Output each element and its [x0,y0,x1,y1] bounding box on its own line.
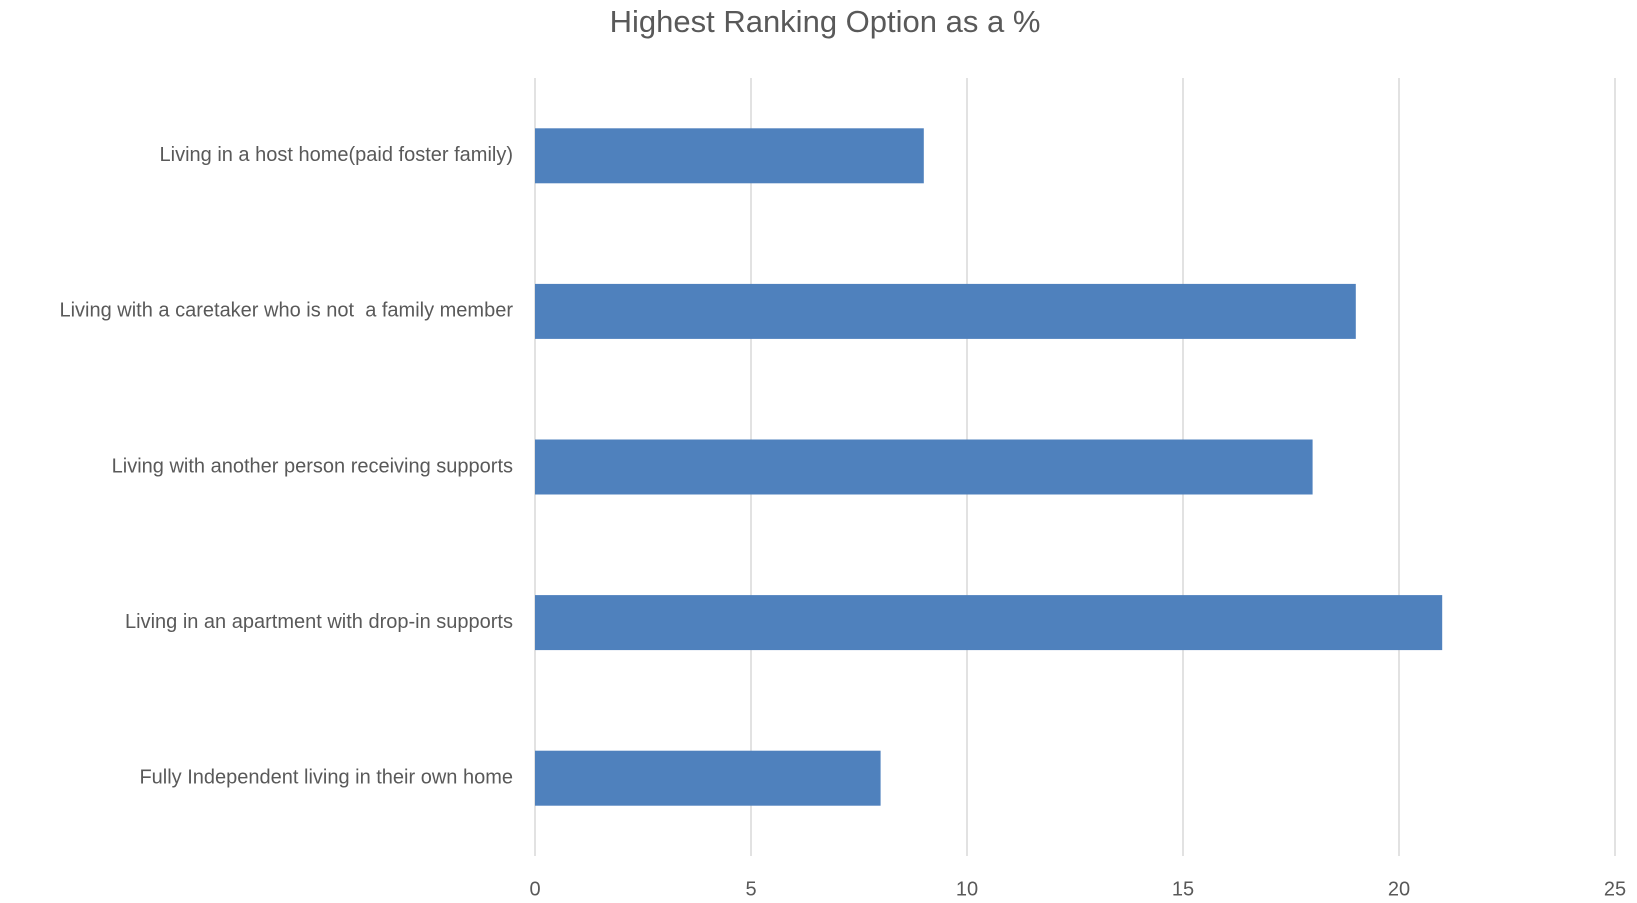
bar [535,283,1356,339]
chart-title: Highest Ranking Option as a % [610,4,1041,39]
x-tick-label: 5 [745,878,756,900]
bar [535,128,924,184]
x-tick-label: 10 [956,878,978,900]
bar [535,595,1443,651]
y-tick-label: Living with another person receiving sup… [112,455,513,477]
x-tick-label: 20 [1388,878,1410,900]
x-tick-label: 15 [1172,878,1194,900]
bar [535,439,1313,495]
y-tick-label: Living with a caretaker who is not a fam… [59,300,513,322]
y-tick-label: Fully Independent living in their own ho… [139,766,513,788]
bar [535,750,881,806]
x-tick-label: 25 [1604,878,1626,900]
y-tick-label: Living in an apartment with drop-in supp… [125,611,513,633]
y-tick-label: Living in a host home(paid foster family… [160,144,514,166]
x-tick-label: 0 [529,878,540,900]
